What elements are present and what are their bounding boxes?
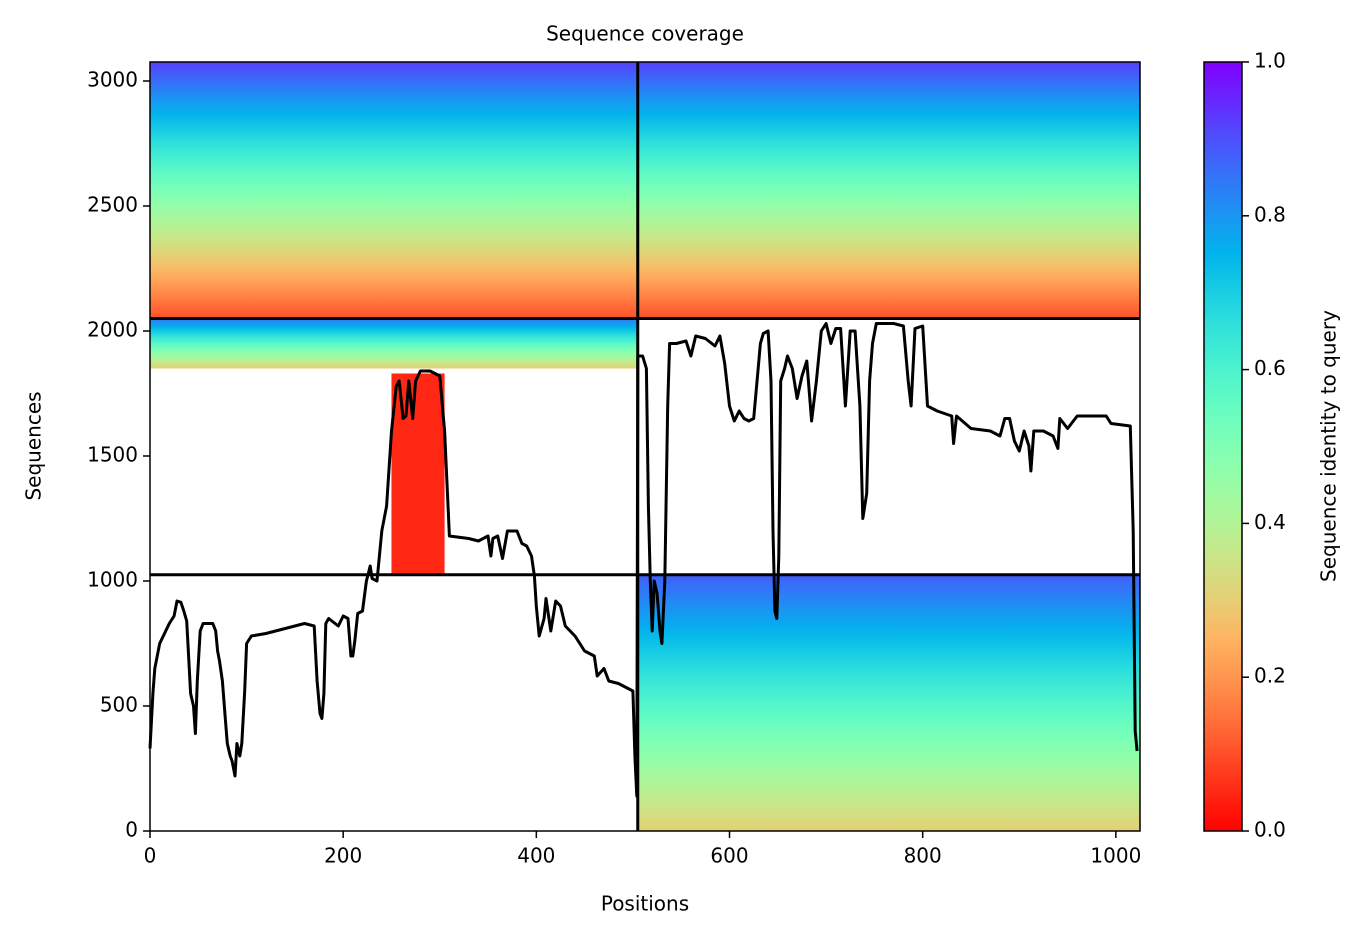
y-axis-label: Sequences xyxy=(22,391,46,500)
y-tick-label: 2500 xyxy=(87,193,138,217)
x-axis-label: Positions xyxy=(601,892,689,916)
x-tick-label: 0 xyxy=(144,844,157,868)
colorbar xyxy=(1203,61,1243,832)
colorbar-tick-label: 0.2 xyxy=(1254,664,1286,688)
x-tick-label: 1000 xyxy=(1090,844,1141,868)
coverage-block xyxy=(150,318,638,369)
y-tick-label: 1500 xyxy=(87,443,138,467)
x-tick-label: 400 xyxy=(517,844,555,868)
coverage-block xyxy=(391,373,445,574)
coverage-line xyxy=(148,322,1139,798)
y-tick-label: 0 xyxy=(125,818,138,842)
chart-title: Sequence coverage xyxy=(546,22,744,46)
y-tick-label: 2000 xyxy=(87,318,138,342)
colorbar-tick-label: 0.0 xyxy=(1254,818,1286,842)
y-tick-label: 3000 xyxy=(87,68,138,92)
colorbar-tick-label: 0.4 xyxy=(1254,510,1286,534)
x-tick-label: 600 xyxy=(710,844,748,868)
colorbar-label: Sequence identity to query xyxy=(1317,310,1341,582)
coverage-block xyxy=(150,62,638,319)
x-tick-label: 800 xyxy=(904,844,942,868)
coverage-block xyxy=(637,62,1140,319)
colorbar-tick-label: 0.6 xyxy=(1254,356,1286,380)
colorbar-tick-label: 1.0 xyxy=(1254,49,1286,73)
y-tick-label: 1000 xyxy=(87,568,138,592)
coverage-block xyxy=(637,574,1140,831)
y-tick-label: 500 xyxy=(100,693,138,717)
colorbar-tick-label: 0.8 xyxy=(1254,202,1286,226)
plot-frame xyxy=(149,61,1141,832)
x-tick-label: 200 xyxy=(324,844,362,868)
